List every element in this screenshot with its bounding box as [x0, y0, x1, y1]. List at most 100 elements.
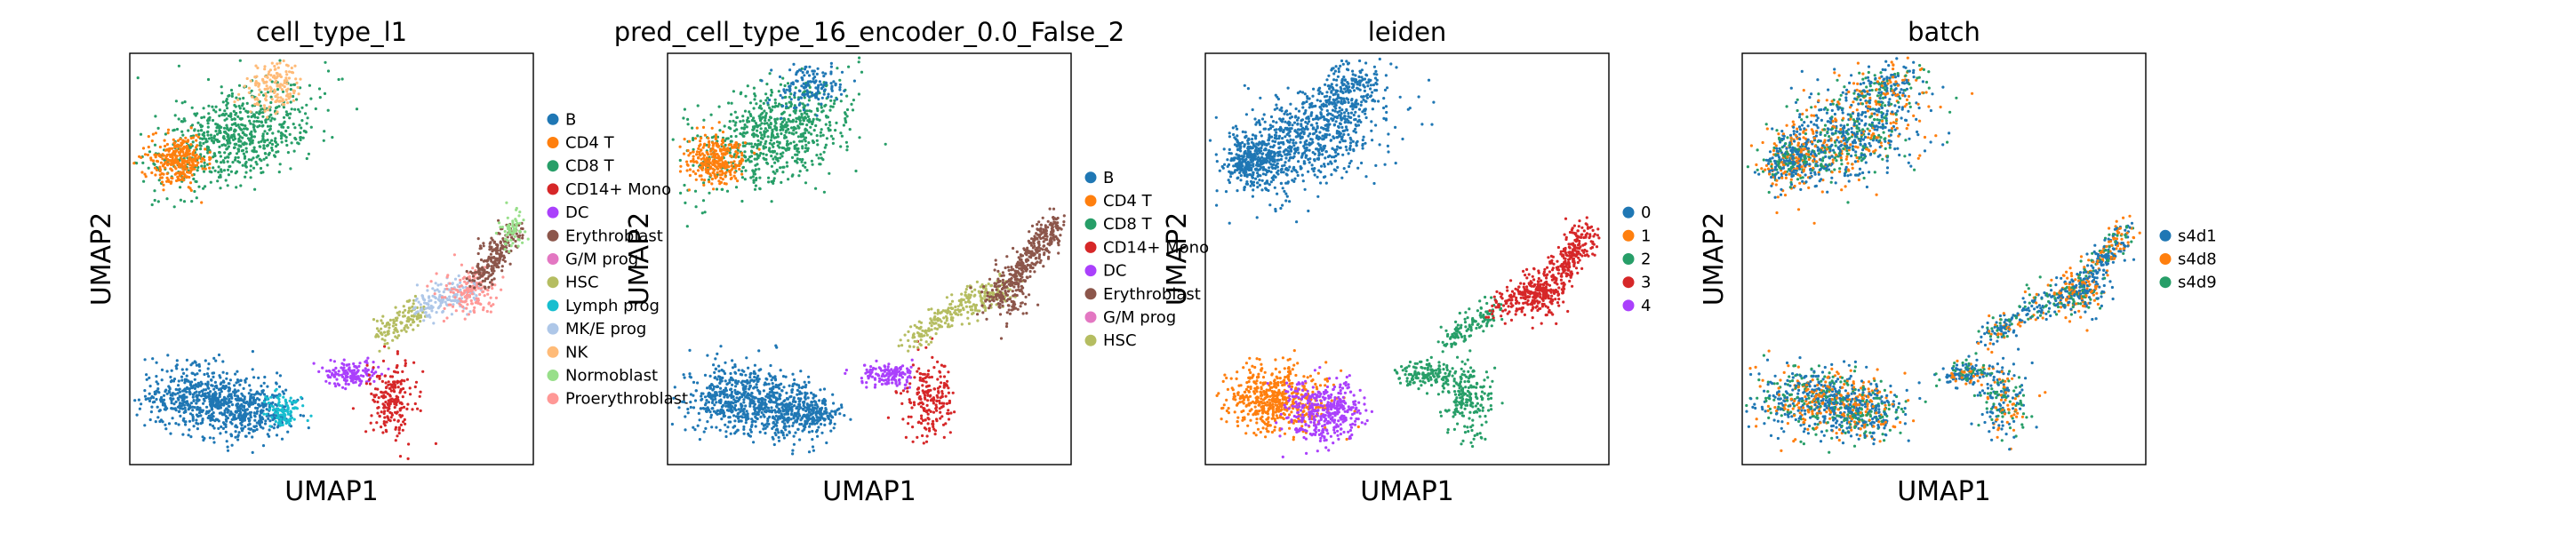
legend-marker: [547, 370, 559, 381]
scatter-point: [751, 175, 755, 179]
scatter-point: [253, 418, 257, 422]
scatter-point: [686, 411, 690, 415]
scatter-point: [807, 141, 811, 145]
scatter-point: [306, 116, 309, 120]
scatter-point: [800, 84, 804, 88]
scatter-point: [392, 330, 396, 335]
scatter-point: [396, 419, 400, 423]
scatter-point: [178, 154, 181, 157]
scatter-point: [771, 128, 774, 131]
scatter-point: [276, 75, 279, 78]
scatter-point: [281, 90, 285, 93]
scatter-point: [245, 408, 249, 411]
scatter-point: [720, 390, 724, 394]
scatter-point: [270, 116, 274, 120]
scatter-point: [178, 390, 182, 394]
scatter-point: [183, 119, 187, 123]
scatter-point: [718, 428, 722, 432]
scatter-point: [764, 142, 767, 146]
scatter-point: [270, 146, 274, 150]
scatter-point: [283, 79, 286, 83]
scatter-point: [276, 96, 280, 99]
scatter-point: [260, 409, 263, 412]
scatter-point: [195, 133, 198, 137]
scatter-point: [236, 149, 241, 153]
scatter-point: [154, 420, 157, 424]
scatter-point: [177, 384, 180, 387]
scatter-point: [391, 338, 395, 342]
scatter-point: [190, 380, 194, 384]
scatter-point: [426, 284, 429, 288]
scatter-point: [492, 268, 495, 272]
scatter-point: [793, 378, 796, 382]
scatter-point: [397, 380, 401, 384]
scatter-point: [380, 426, 383, 429]
scatter-point: [796, 147, 800, 150]
scatter-point: [704, 167, 708, 171]
scatter-point: [358, 362, 362, 365]
scatter-point: [752, 180, 756, 184]
scatter-point: [756, 139, 760, 142]
scatter-point: [167, 149, 171, 153]
scatter-point: [237, 92, 241, 96]
scatter-point: [280, 125, 284, 129]
scatter-point: [247, 158, 251, 162]
scatter-point: [412, 328, 415, 331]
scatter-point: [794, 86, 797, 90]
scatter-point: [197, 383, 201, 386]
scatter-point: [485, 259, 489, 262]
scatter-point: [260, 159, 263, 163]
scatter-point: [266, 385, 269, 388]
scatter-point: [516, 235, 520, 238]
scatter-point: [843, 89, 846, 92]
scatter-point: [514, 239, 517, 243]
scatter-point: [426, 289, 429, 292]
scatter-point: [292, 123, 295, 126]
scatter-point: [342, 378, 346, 382]
scatter-point: [175, 179, 179, 183]
scatter-point: [689, 160, 692, 163]
scatter-point: [419, 314, 422, 317]
scatter-point: [264, 395, 268, 399]
scatter-point: [284, 70, 288, 74]
scatter-point: [395, 394, 398, 398]
scatter-point: [260, 411, 263, 415]
scatter-point: [831, 141, 835, 145]
scatter-point: [828, 108, 832, 112]
scatter-point: [285, 73, 289, 76]
scatter-point: [816, 67, 820, 70]
scatter-point: [289, 167, 292, 171]
scatter-point: [820, 106, 823, 109]
scatter-point: [262, 147, 266, 150]
scatter-point: [174, 422, 178, 426]
scatter-point: [292, 94, 295, 99]
scatter-point: [252, 411, 256, 415]
scatter-point: [684, 428, 687, 432]
scatter-point: [760, 116, 764, 121]
scatter-point: [441, 309, 445, 314]
scatter-point: [733, 391, 738, 394]
scatter-point: [260, 171, 263, 175]
scatter-point: [775, 152, 779, 155]
scatter-point: [225, 123, 228, 127]
scatter-point: [244, 164, 247, 168]
scatter-point: [759, 99, 763, 103]
scatter-point: [385, 420, 388, 424]
scatter-point: [257, 84, 260, 87]
scatter-point: [266, 87, 269, 91]
scatter-point: [239, 117, 243, 121]
scatter-point: [293, 64, 297, 68]
scatter-point: [293, 83, 297, 86]
scatter-point: [725, 163, 729, 167]
scatter-point: [752, 116, 756, 120]
scatter-point: [164, 132, 167, 136]
scatter-point: [207, 112, 211, 115]
scatter-point: [714, 357, 717, 361]
scatter-point: [242, 399, 245, 402]
scatter-point: [734, 155, 738, 159]
scatter-point: [752, 107, 756, 110]
scatter-point: [785, 161, 788, 164]
scatter-point: [167, 153, 171, 156]
scatter-point: [473, 279, 476, 282]
